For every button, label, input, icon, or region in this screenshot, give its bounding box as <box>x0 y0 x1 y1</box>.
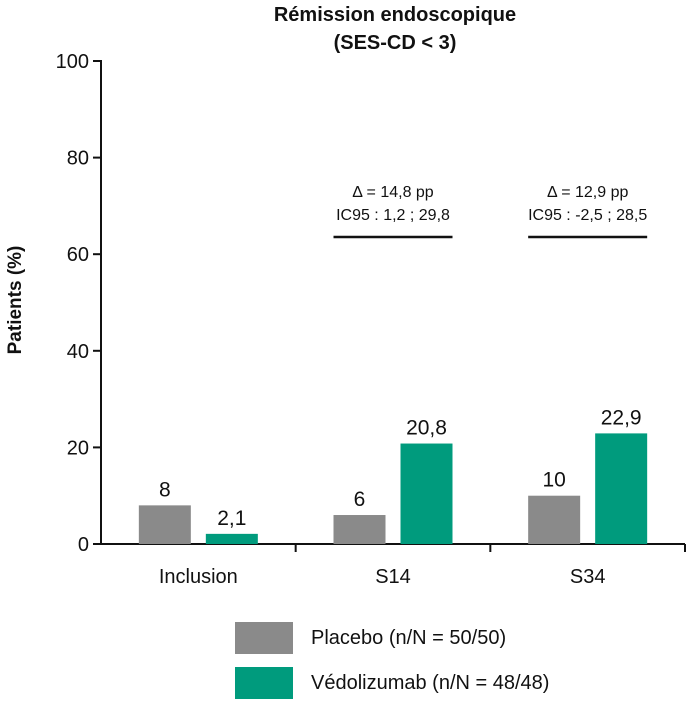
data-label: 22,9 <box>601 406 642 429</box>
chart-title: Rémission endoscopique <box>273 4 517 26</box>
bar <box>333 515 386 544</box>
legend-swatch-vedolizumab <box>235 667 293 699</box>
data-label: 10 <box>542 469 565 492</box>
bar <box>528 495 581 544</box>
legend-label-placebo: Placebo (n/N = 50/50) <box>311 626 507 649</box>
bar <box>595 433 648 544</box>
annotation-ci: IC95 : -2,5 ; 28,5 <box>528 207 647 224</box>
bar <box>205 533 258 544</box>
annotation-delta: Δ = 12,9 pp <box>547 184 629 201</box>
y-tick-label: 100 <box>56 51 89 73</box>
bar <box>400 443 453 544</box>
x-tick-label: S14 <box>375 566 411 588</box>
annotation-delta: Δ = 14,8 pp <box>352 184 434 201</box>
bar <box>138 505 191 544</box>
data-label: 2,1 <box>217 507 246 530</box>
data-label: 8 <box>159 478 171 501</box>
bar-chart: 0 20 40 60 80 100 Inclusion S14 S34 8 6 10 2,1 20,8 22… <box>56 51 686 588</box>
legend-item-vedolizumab: Védolizumab (n/N = 48/48) <box>235 667 549 699</box>
legend: Placebo (n/N = 50/50) Védolizumab (n/N =… <box>235 622 549 712</box>
y-tick-label: 60 <box>67 244 89 266</box>
legend-swatch-placebo <box>235 622 293 654</box>
chart-subtitle: (SES-CD < 3) <box>333 32 457 54</box>
y-tick-label: 80 <box>67 148 89 170</box>
x-tick-label: Inclusion <box>159 566 238 588</box>
annotation-ci: IC95 : 1,2 ; 29,8 <box>336 207 450 224</box>
x-tick-label: S34 <box>570 566 606 588</box>
data-label: 20,8 <box>406 417 447 440</box>
legend-label-vedolizumab: Védolizumab (n/N = 48/48) <box>311 671 550 694</box>
legend-item-placebo: Placebo (n/N = 50/50) <box>235 622 549 654</box>
y-tick-label: 0 <box>78 534 89 556</box>
data-label: 6 <box>354 488 366 511</box>
y-tick-label: 20 <box>67 437 89 459</box>
y-tick-label: 40 <box>67 341 89 363</box>
